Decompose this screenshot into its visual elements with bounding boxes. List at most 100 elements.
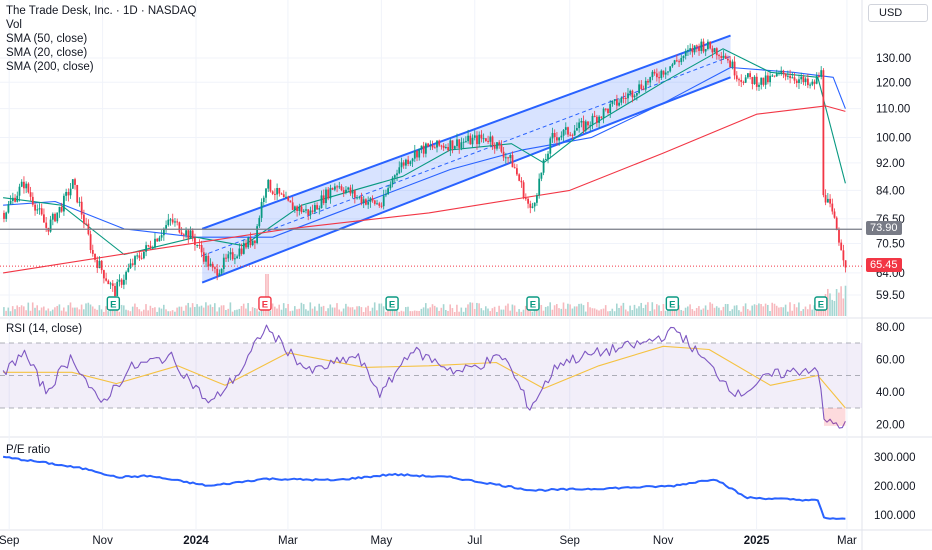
price-axis[interactable]: 59.5064.0070.5076.5084.0092.00100.00110.… (874, 53, 916, 522)
volume-bar (305, 309, 307, 316)
pe-legend[interactable]: P/E ratio (6, 444, 51, 456)
candle-body (738, 79, 740, 81)
volume-bar (695, 308, 698, 316)
volume-bar (456, 304, 458, 316)
volume-bar (569, 304, 571, 316)
candle-body (507, 157, 509, 159)
volume-bar (738, 310, 740, 316)
volume-bar (109, 307, 112, 316)
candle-body (771, 75, 774, 77)
candle-body (63, 195, 65, 212)
candle-body (154, 238, 156, 248)
rsi-tick-label: 80.00 (876, 322, 905, 334)
volume-bar (473, 308, 476, 316)
volume-bar (45, 310, 47, 316)
parallel-channel[interactable] (201, 34, 731, 284)
candle-body (609, 104, 612, 113)
volume-bar (158, 307, 161, 316)
candle-body (580, 121, 583, 123)
volume-bar (278, 304, 280, 316)
channel-median-line (201, 55, 731, 257)
volume-bar (653, 309, 656, 316)
pe-tick-label: 300.000 (874, 452, 916, 464)
volume-bar (342, 308, 345, 316)
candle-body (589, 125, 592, 127)
volume-bar (211, 306, 214, 316)
candle-body (538, 178, 541, 196)
candle-body (351, 190, 354, 194)
candle-body (198, 245, 201, 246)
candle-body (593, 115, 596, 117)
price-tick-label: 120.00 (876, 77, 911, 89)
volume-bar (334, 307, 336, 316)
candle-body (769, 75, 771, 83)
candle-body (644, 80, 647, 90)
volume-bar (265, 274, 267, 316)
candle-body (456, 139, 458, 147)
candle-body (109, 283, 112, 285)
candle-body (704, 49, 707, 52)
volume-bar (624, 309, 627, 316)
candle-body (807, 78, 809, 86)
legend-sma200[interactable]: SMA (200, close) (6, 61, 94, 73)
candle-body (596, 116, 598, 123)
candle-body (420, 145, 423, 149)
volume-bar (178, 306, 181, 316)
candle-body (567, 127, 569, 135)
candle-body (58, 206, 61, 213)
volume-bar (507, 303, 509, 316)
candle-body (520, 180, 523, 183)
volume-bar (767, 304, 769, 316)
volume-bar (362, 311, 365, 316)
currency-button[interactable]: USD (868, 4, 928, 22)
candle-body (251, 240, 254, 246)
candle-body (9, 200, 12, 205)
volume-bar (567, 303, 569, 316)
time-tick-label: Mar (278, 535, 298, 547)
candle-body (649, 77, 652, 83)
candle-body (158, 237, 161, 242)
candle-body (829, 198, 831, 204)
legend-sma50[interactable]: SMA (50, close) (6, 33, 88, 45)
volume-bar (58, 304, 61, 316)
candle-body (691, 48, 694, 53)
volume-bar (23, 306, 25, 316)
volume-bar (778, 307, 780, 316)
legend-sma20[interactable]: SMA (20, close) (6, 47, 88, 59)
volume-bar (298, 308, 300, 316)
candle-body (185, 230, 187, 236)
horizontal-line[interactable] (0, 228, 862, 267)
channel-upper-line (201, 34, 731, 230)
volume-bar (291, 310, 294, 316)
volume-bar (149, 305, 152, 316)
candle-body (700, 41, 703, 51)
candle-body (687, 50, 689, 51)
volume-bar (300, 302, 303, 316)
volume-bar (349, 307, 352, 316)
candle-body (291, 202, 294, 210)
candle-body (620, 97, 623, 103)
earnings-marker-label: E (530, 300, 536, 311)
candle-body (560, 135, 563, 138)
candle-body (369, 198, 372, 202)
symbol-title[interactable]: The Trade Desk, Inc. · 1D · NASDAQ (6, 5, 197, 17)
candle-body (27, 183, 30, 193)
candle-body (449, 140, 452, 151)
rsi-legend[interactable]: RSI (14, close) (6, 323, 83, 335)
candle-body (447, 147, 449, 151)
legend-volume[interactable]: Vol (6, 19, 22, 31)
volume-bar (96, 309, 98, 316)
time-axis[interactable]: Sep Nov 2024 Mar May Jul Sep Nov 2025 Mar (0, 535, 857, 547)
candle-body (342, 190, 345, 193)
volume-bar (504, 305, 507, 316)
candle-body (31, 196, 34, 205)
candle-body (467, 135, 469, 142)
candle-body (465, 141, 467, 143)
candle-body (96, 259, 99, 268)
candle-body (285, 196, 287, 198)
volume-bar (125, 309, 127, 316)
candle-body (818, 75, 820, 77)
candle-body (453, 146, 456, 149)
